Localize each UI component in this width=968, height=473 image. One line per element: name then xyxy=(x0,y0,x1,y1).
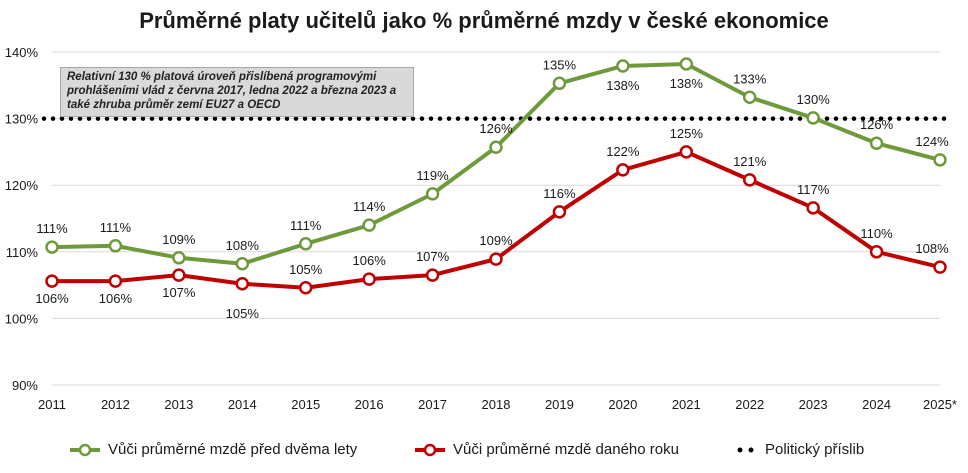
data-point xyxy=(933,153,947,167)
x-tick-label: 2015 xyxy=(291,397,320,412)
data-point xyxy=(679,145,694,159)
data-point xyxy=(298,281,313,295)
x-tick-label: 2016 xyxy=(355,397,384,412)
data-point xyxy=(362,218,376,232)
data-label: 114% xyxy=(353,199,386,214)
data-point xyxy=(45,240,59,254)
y-tick-label: 120% xyxy=(5,178,39,193)
data-point xyxy=(933,260,947,274)
data-label: 106% xyxy=(353,253,387,268)
data-point xyxy=(869,245,884,259)
data-point xyxy=(869,136,884,150)
data-point xyxy=(616,163,630,177)
data-point xyxy=(108,239,123,253)
data-point xyxy=(172,251,186,265)
data-label: 126% xyxy=(479,121,513,136)
data-label: 105% xyxy=(289,262,323,277)
legend-marker-green-icon xyxy=(70,443,100,456)
x-tick-label: 2022 xyxy=(735,397,764,412)
data-point xyxy=(235,277,250,291)
legend-item-promise: Politický příslib xyxy=(735,441,864,458)
data-label: 117% xyxy=(797,182,830,197)
data-point xyxy=(298,237,313,251)
data-label: 110% xyxy=(860,226,893,241)
data-point xyxy=(489,252,503,266)
data-label: 108% xyxy=(226,238,260,253)
data-label: 124% xyxy=(915,134,949,149)
data-point xyxy=(806,201,820,215)
y-tick-label: 110% xyxy=(6,245,39,260)
x-tick-label: 2019 xyxy=(545,397,574,412)
data-point xyxy=(489,140,503,154)
data-label: 116% xyxy=(543,186,576,201)
data-label: 126% xyxy=(860,117,894,132)
data-point xyxy=(425,187,440,201)
data-label: 107% xyxy=(162,285,196,300)
legend: Vůči průměrné mzdě před dvěma lety Vůči … xyxy=(0,441,968,465)
data-point xyxy=(806,111,820,125)
data-label: 138% xyxy=(606,78,640,93)
data-label: 133% xyxy=(733,71,767,86)
data-label: 111% xyxy=(290,218,322,233)
data-label: 106% xyxy=(99,291,133,306)
data-label: 105% xyxy=(226,306,260,321)
data-label: 109% xyxy=(162,232,196,247)
annotation-box: Relativní 130 % platová úroveň přislíben… xyxy=(60,67,414,117)
x-tick-label: 2012 xyxy=(101,397,130,412)
x-tick-label: 2018 xyxy=(482,397,511,412)
y-tick-label: 140% xyxy=(5,45,39,60)
legend-label-promise: Politický příslib xyxy=(765,441,865,458)
data-label: 119% xyxy=(416,168,449,183)
x-tick-label: 2021 xyxy=(672,397,701,412)
data-point xyxy=(679,57,694,71)
data-point xyxy=(552,205,567,219)
data-label: 111% xyxy=(36,221,68,236)
data-point xyxy=(552,76,567,91)
series-line-1 xyxy=(52,149,941,290)
legend-label-red: Vůči průměrné mzdě daného roku xyxy=(453,441,679,458)
data-label: 130% xyxy=(797,92,831,107)
x-tick-label: 2017 xyxy=(418,397,447,412)
data-label: 138% xyxy=(670,76,704,91)
legend-label-green: Vůči průměrné mzdě před dvěma lety xyxy=(108,441,358,458)
data-point xyxy=(362,272,376,286)
data-label: 111% xyxy=(100,220,132,235)
x-tick-label: 2025* xyxy=(923,397,957,412)
data-label: 107% xyxy=(416,249,450,264)
data-label: 106% xyxy=(35,291,69,306)
y-tick-label: 100% xyxy=(5,311,39,326)
data-point xyxy=(235,257,250,271)
data-label: 122% xyxy=(606,144,640,159)
legend-item-red: Vůči průměrné mzdě daného roku xyxy=(415,441,679,458)
data-point xyxy=(172,268,186,282)
data-label: 108% xyxy=(915,241,949,256)
chart-title: Průměrné platy učitelů jako % průměrné m… xyxy=(139,8,829,33)
data-point xyxy=(742,173,757,187)
x-tick-label: 2024 xyxy=(862,397,891,412)
x-tick-label: 2011 xyxy=(38,397,66,412)
x-tick-label: 2020 xyxy=(608,397,637,412)
data-point xyxy=(616,59,630,73)
x-tick-label: 2023 xyxy=(799,397,828,412)
data-point xyxy=(742,90,757,105)
data-point xyxy=(45,274,59,288)
data-label: 109% xyxy=(479,233,513,248)
data-point xyxy=(425,268,440,282)
data-point xyxy=(108,274,123,288)
y-tick-label: 130% xyxy=(5,112,39,127)
x-tick-label: 2014 xyxy=(228,397,257,412)
x-tick-label: 2013 xyxy=(164,397,193,412)
data-label: 121% xyxy=(733,154,767,169)
legend-marker-dots-icon xyxy=(737,447,754,452)
legend-item-green: Vůči průměrné mzdě před dvěma lety xyxy=(70,441,357,458)
data-label: 135% xyxy=(543,57,577,72)
data-label: 125% xyxy=(670,126,704,141)
y-tick-label: 90% xyxy=(12,378,38,393)
legend-marker-red-icon xyxy=(415,443,445,456)
